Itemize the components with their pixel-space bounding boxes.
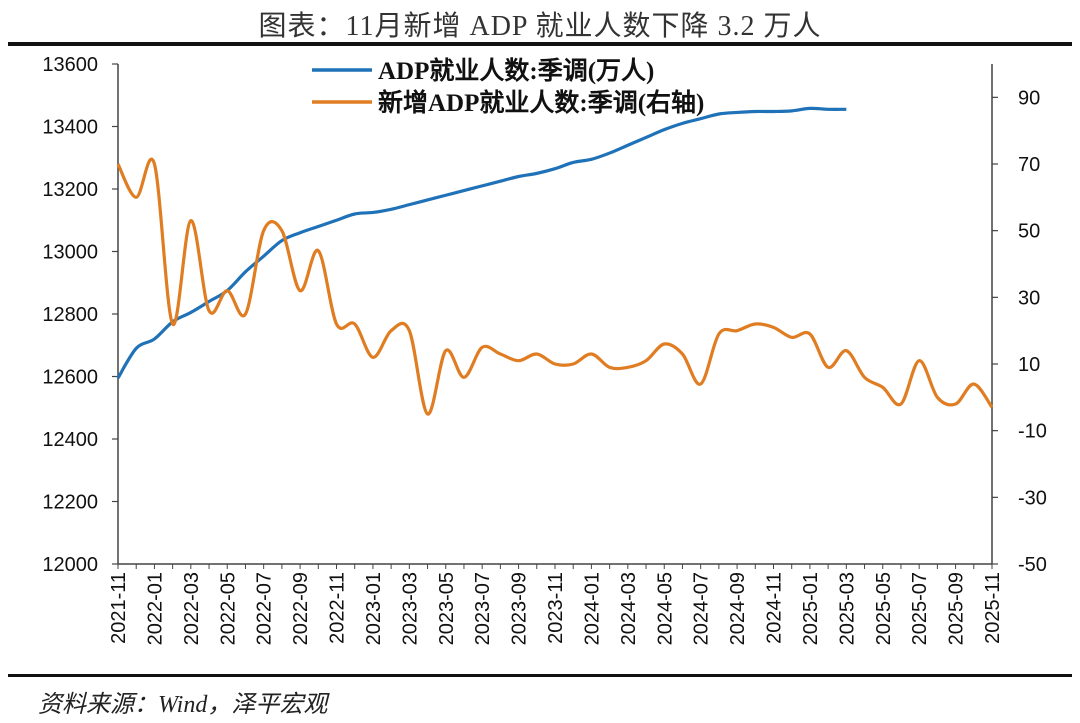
left-tick-label: 13200 [42,179,98,201]
x-tick-label: 2022-07 [254,572,276,645]
x-tick-label: 2023-07 [472,572,494,645]
right-tick-label: 50 [1018,221,1040,243]
x-tick-label: 2022-09 [290,572,312,645]
left-tick-label: 13400 [42,117,98,139]
right-tick-label: -50 [1018,554,1047,576]
chart-title: 图表：11月新增 ADP 就业人数下降 3.2 万人 [258,11,822,42]
x-tick-label: 2024-03 [618,572,640,645]
left-tick-label: 12000 [42,554,98,576]
x-tick-label: 2025-01 [800,572,822,645]
x-tick-label: 2023-09 [509,572,531,645]
x-tick-label: 2025-09 [946,572,968,645]
x-tick-label: 2022-01 [144,572,166,645]
top-rule [8,42,1072,46]
x-tick-label: 2025-11 [982,572,1004,644]
right-tick-label: -30 [1018,487,1047,509]
x-tick-label: 2025-07 [909,572,931,645]
series-line-change [116,157,994,416]
source-note: 资料来源：Wind，泽平宏观 [38,692,328,718]
left-tick-label: 12400 [42,429,98,451]
right-tick-label: 10 [1018,354,1040,376]
x-tick-label: 2024-07 [691,572,713,645]
left-tick-label: 12800 [42,304,98,326]
right-tick-label: 90 [1018,87,1040,109]
x-tick-label: 2024-11 [764,572,786,644]
x-tick-label: 2024-01 [581,572,603,645]
x-tick-label: 2023-03 [399,572,421,645]
x-tick-label: 2025-05 [873,572,895,645]
x-tick-label: 2022-11 [327,572,349,644]
left-tick-label: 13600 [42,54,98,76]
x-tick-label: 2023-11 [545,572,567,644]
x-tick-label: 2023-01 [363,572,385,645]
bottom-rule [8,674,1072,677]
right-tick-label: 30 [1018,287,1040,309]
x-tick-label: 2021-11 [108,572,130,644]
legend-label-change: 新增ADP就业人数:季调(右轴) [378,88,704,117]
x-tick-label: 2024-05 [654,572,676,645]
left-tick-label: 12200 [42,492,98,514]
left-tick-label: 12600 [42,367,98,389]
series-line-employment [116,106,847,379]
x-tick-label: 2024-09 [727,572,749,645]
x-tick-label: 2022-03 [181,572,203,645]
right-tick-label: 70 [1018,154,1040,176]
right-tick-label: -10 [1018,421,1047,443]
legend-label-employment: ADP就业人数:季调(万人) [378,57,654,85]
x-tick-label: 2025-03 [836,572,858,645]
x-tick-label: 2023-05 [436,572,458,645]
x-tick-label: 2022-05 [217,572,239,645]
left-tick-label: 13000 [42,242,98,264]
